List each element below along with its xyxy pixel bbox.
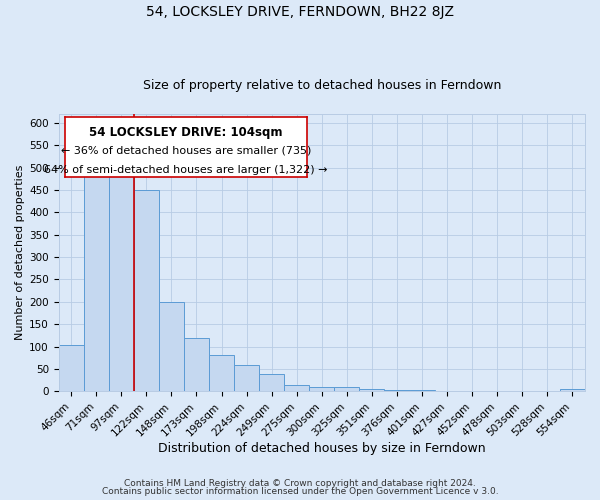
Bar [284,384,309,392]
Y-axis label: Number of detached properties: Number of detached properties [15,165,25,340]
Text: 54 LOCKSLEY DRIVE: 104sqm: 54 LOCKSLEY DRIVE: 104sqm [89,126,283,138]
Bar [359,389,385,392]
Bar [560,389,585,392]
Bar [309,387,334,392]
Text: Contains HM Land Registry data © Crown copyright and database right 2024.: Contains HM Land Registry data © Crown c… [124,478,476,488]
Bar [410,390,434,392]
Text: Contains public sector information licensed under the Open Government Licence v : Contains public sector information licen… [101,487,499,496]
Bar [334,387,359,392]
X-axis label: Distribution of detached houses by size in Ferndown: Distribution of detached houses by size … [158,442,485,455]
Bar [134,190,159,392]
Bar [109,174,134,392]
Bar [259,374,284,392]
Bar [184,338,209,392]
Text: 64% of semi-detached houses are larger (1,322) →: 64% of semi-detached houses are larger (… [44,166,328,175]
Title: Size of property relative to detached houses in Ferndown: Size of property relative to detached ho… [143,79,501,92]
Bar [234,366,259,392]
Text: ← 36% of detached houses are smaller (735): ← 36% of detached houses are smaller (73… [61,146,311,156]
Bar [59,345,84,392]
Bar [84,174,109,392]
Text: 54, LOCKSLEY DRIVE, FERNDOWN, BH22 8JZ: 54, LOCKSLEY DRIVE, FERNDOWN, BH22 8JZ [146,5,454,19]
Bar [159,302,184,392]
Bar [209,356,234,392]
Bar [385,390,410,392]
